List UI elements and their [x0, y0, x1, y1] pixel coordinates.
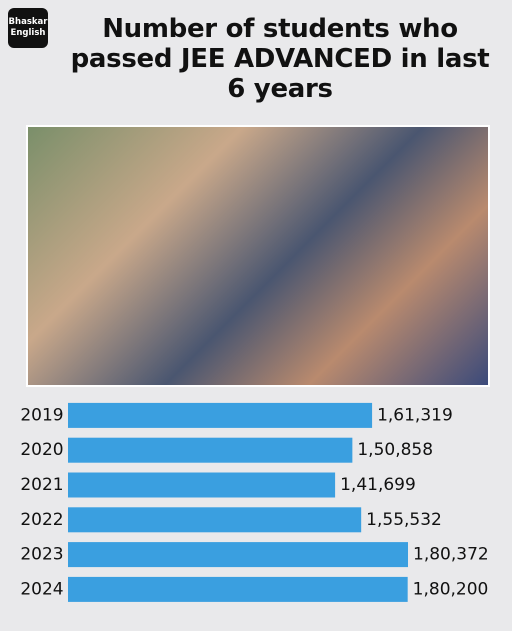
bar	[68, 472, 336, 498]
y-tick-label: 2022	[20, 510, 63, 530]
bar	[68, 576, 408, 602]
bar	[68, 437, 353, 463]
logo: Bhaskar English	[8, 8, 48, 48]
logo-text: Bhaskar	[8, 17, 48, 27]
y-tick-label: 2021	[20, 475, 63, 495]
value-label: 1,80,200	[413, 579, 489, 599]
chart-title: Number of students who passed JEE ADVANC…	[70, 14, 490, 104]
y-tick-label: 2023	[20, 545, 63, 565]
value-label: 1,41,699	[340, 475, 416, 495]
y-tick-label: 2024	[20, 579, 63, 599]
bar	[68, 542, 408, 568]
value-label: 1,61,319	[377, 405, 453, 425]
value-label: 1,55,532	[366, 510, 442, 530]
value-label: 1,80,372	[413, 545, 489, 565]
photo	[26, 125, 490, 387]
y-tick-label: 2020	[20, 440, 63, 460]
logo-text: English	[10, 28, 46, 38]
bar	[68, 507, 362, 533]
bar	[68, 402, 373, 428]
value-label: 1,50,858	[357, 440, 433, 460]
y-tick-label: 2019	[20, 405, 63, 425]
